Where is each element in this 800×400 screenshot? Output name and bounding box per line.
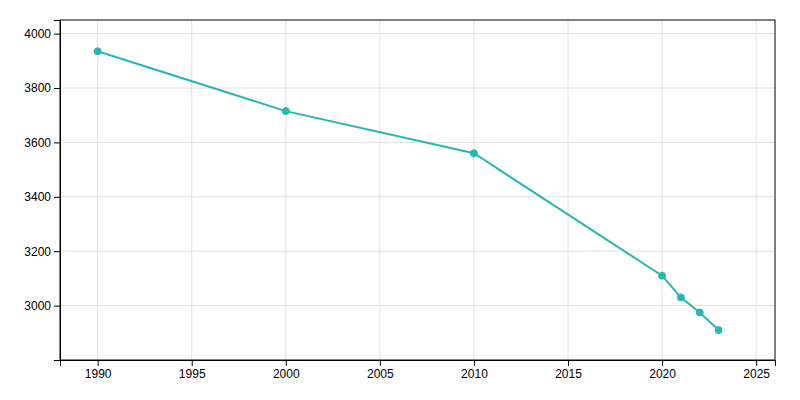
x-tick-mark [286,360,287,366]
point [470,150,477,157]
grid-line-x [568,20,569,360]
y-axis: 3000 3200 3400 3600 3800 4000 [24,21,60,361]
chart: 1990 1995 2000 2005 2010 2015 2020 2025 3000 3200… [0,0,800,400]
y-tick-mark [54,251,60,252]
x-tick-mark [662,360,663,366]
y-tick-label: 3400 [24,190,51,204]
grid-line-y [60,33,775,34]
y-axis-line [54,21,61,361]
point [282,108,289,115]
point [677,294,684,301]
x-tick: 2025 [743,360,770,381]
y-tick: 3000 [24,299,60,313]
grid-line-y [60,88,775,89]
x-tick-mark [474,360,475,366]
y-tick-label: 3200 [24,245,51,259]
line [98,51,719,330]
y-tick: 3400 [24,190,60,204]
x-tick: 2010 [461,360,488,381]
point [659,272,666,279]
y-tick: 3600 [24,136,60,150]
y-tick-label: 3800 [24,81,51,95]
x-tick: 2000 [273,360,300,381]
grid-line-y [60,251,775,252]
x-tick-mark [756,360,757,366]
y-tick-mark [54,142,60,143]
x-tick-label: 2010 [461,367,488,381]
x-tick-mark [192,360,193,366]
x-axis-line [61,361,776,367]
x-tick-label: 1995 [179,367,206,381]
series [94,48,722,334]
x-tick-label: 2020 [649,367,676,381]
grid-line-x [662,20,663,360]
y-tick-mark [54,88,60,89]
grid [60,20,775,360]
x-tick-mark [380,360,381,366]
x-tick-label: 2005 [367,367,394,381]
grid-line-y [60,305,775,306]
point [696,309,703,316]
grid-line-y [60,196,775,197]
plot-area: 1990 1995 2000 2005 2010 2015 2020 2025 3000 3200… [24,20,775,381]
x-tick-label: 1990 [85,367,112,381]
x-axis: 1990 1995 2000 2005 2010 2015 2020 2025 [61,360,776,381]
x-tick-label: 2000 [273,367,300,381]
x-tick-label: 2015 [555,367,582,381]
y-tick-label: 3600 [24,136,51,150]
point [715,327,722,334]
x-tick: 2015 [555,360,582,381]
point [94,48,101,55]
y-tick-label: 3000 [24,299,51,313]
x-tick-label: 2025 [743,367,770,381]
y-tick-mark [54,197,60,198]
grid-line-x [97,20,98,360]
x-tick: 1990 [85,360,112,381]
y-tick: 4000 [24,27,60,41]
y-tick-label: 4000 [24,27,51,41]
grid-line-x [379,20,380,360]
y-tick: 3800 [24,81,60,95]
y-tick: 3200 [24,245,60,259]
x-tick: 1995 [179,360,206,381]
x-tick: 2005 [367,360,394,381]
grid-line-x [473,20,474,360]
x-tick-mark [98,360,99,366]
grid-line-y [60,142,775,143]
plot-frame [60,20,775,360]
y-tick-mark [54,34,60,35]
grid-line-x [191,20,192,360]
grid-line-x [285,20,286,360]
x-tick-mark [568,360,569,366]
grid-line-x [756,20,757,360]
x-tick: 2020 [649,360,676,381]
y-tick-mark [54,306,60,307]
